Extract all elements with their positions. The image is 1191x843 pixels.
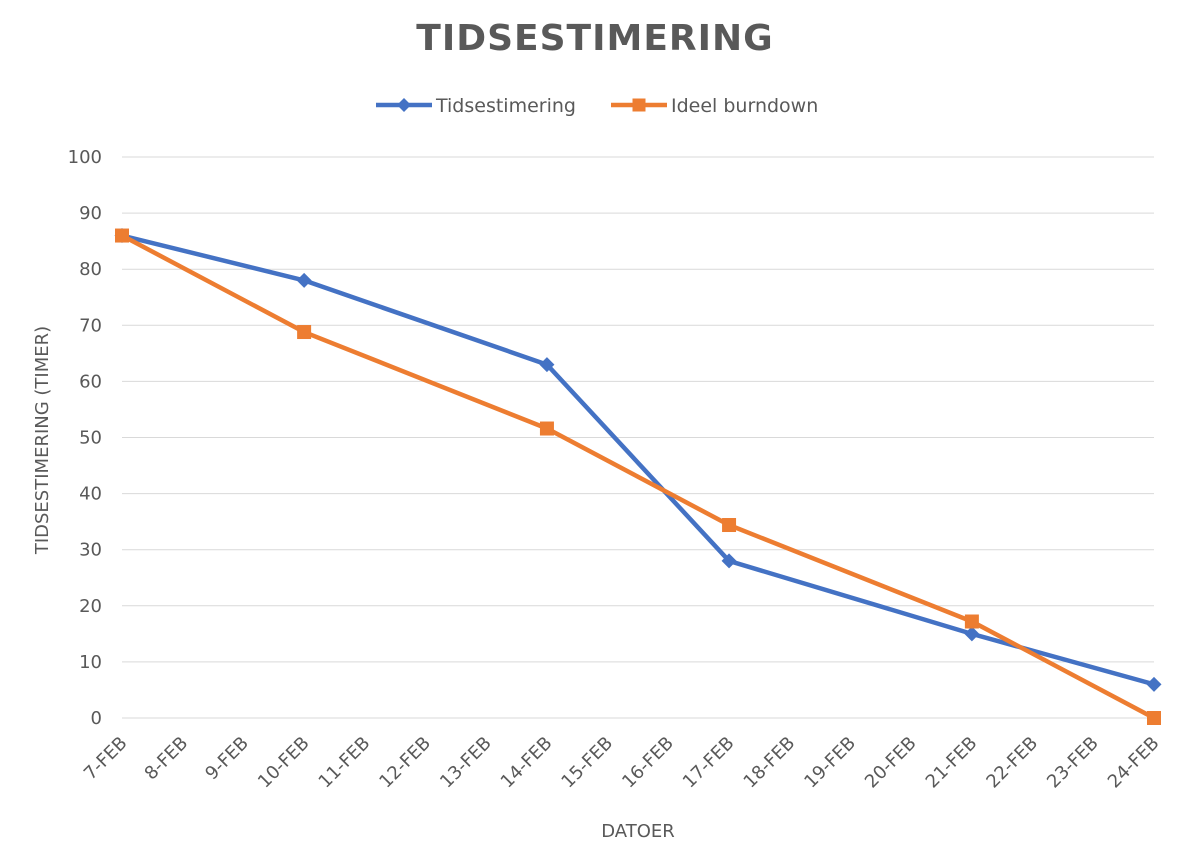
- data-point: [721, 553, 737, 569]
- legend-entry: Ideel burndown: [611, 95, 818, 117]
- y-tick-label: 60: [79, 371, 102, 392]
- x-axis-title: DATOER: [601, 821, 675, 842]
- y-tick-label: 80: [79, 259, 102, 280]
- data-point: [115, 228, 129, 243]
- x-tick-label: 16-FEB: [618, 733, 678, 793]
- y-tick-label: 10: [79, 652, 102, 673]
- x-tick-label: 24-FEB: [1104, 733, 1164, 793]
- legend: Tidsestimering Ideel burndown: [376, 95, 818, 117]
- y-tick-label: 50: [79, 428, 102, 449]
- legend-label: Ideel burndown: [671, 95, 818, 117]
- legend-entry: Tidsestimering: [376, 95, 576, 117]
- legend-marker: [632, 98, 646, 112]
- x-tick-label: 8-FEB: [141, 733, 193, 785]
- series-layer: [114, 228, 1162, 725]
- x-tick-label: 10-FEB: [254, 733, 314, 793]
- legend-label: Tidsestimering: [435, 95, 576, 117]
- x-tick-label: 9-FEB: [201, 733, 253, 785]
- series-line: [121, 233, 1155, 687]
- data-point: [539, 357, 555, 373]
- x-tick-label: 19-FEB: [800, 733, 860, 793]
- y-tick-label: 90: [79, 203, 102, 224]
- x-tick-label: 7-FEB: [80, 733, 132, 785]
- y-tick-label: 40: [79, 484, 102, 505]
- data-point: [1147, 711, 1161, 725]
- y-tick-label: 70: [79, 315, 102, 336]
- x-tick-label: 15-FEB: [557, 733, 617, 793]
- data-point: [964, 626, 980, 642]
- x-tick-label: 22-FEB: [982, 733, 1042, 793]
- y-tick-label: 30: [79, 540, 102, 561]
- data-point: [539, 421, 554, 436]
- data-point: [297, 325, 312, 340]
- x-tick-label: 21-FEB: [922, 733, 982, 793]
- x-tick-label: 13-FEB: [436, 733, 496, 793]
- x-axis-ticks: 7-FEB 8-FEB 9-FEB 10-FEB 11-FEB 12-FEB 13-FEB 1…: [80, 733, 1164, 793]
- legend-marker: [397, 98, 411, 112]
- x-tick-label: 14-FEB: [497, 733, 557, 793]
- chart-title: TIDSESTIMERING: [416, 18, 773, 59]
- x-tick-label: 18-FEB: [740, 733, 800, 793]
- data-point: [722, 518, 737, 533]
- data-point: [296, 272, 312, 288]
- y-tick-label: 20: [79, 596, 102, 617]
- x-tick-label: 20-FEB: [861, 733, 921, 793]
- x-tick-label: 17-FEB: [679, 733, 739, 793]
- y-axis-title: TIDSESTIMERING (TIMER): [32, 326, 53, 555]
- data-point: [964, 614, 979, 629]
- x-tick-label: 11-FEB: [315, 733, 375, 793]
- y-axis-ticks: 0 10 20 30 40 50 60 70 80 90 100: [68, 147, 102, 729]
- y-tick-label: 0: [91, 708, 102, 729]
- series-tidsestimering: [114, 228, 1162, 692]
- data-point: [1146, 676, 1162, 692]
- gridlines: [122, 156, 1154, 719]
- y-tick-label: 100: [68, 147, 102, 168]
- series-ideel-burndown: [115, 228, 1161, 725]
- x-tick-label: 12-FEB: [375, 733, 435, 793]
- series-line: [120, 233, 1156, 720]
- x-tick-label: 23-FEB: [1043, 733, 1103, 793]
